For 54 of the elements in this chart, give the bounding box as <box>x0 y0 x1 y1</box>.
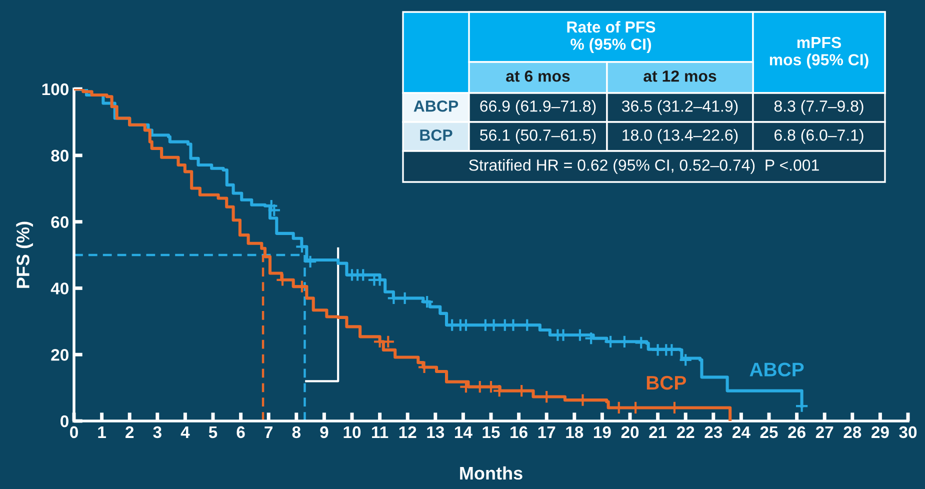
x-axis-title: Months <box>460 466 522 480</box>
x-tick-label: 25 <box>760 426 778 438</box>
x-tick-label: 17 <box>538 426 556 438</box>
annotation: 6.8 (6.0–7.1) <box>774 129 864 144</box>
x-tick-label: 18 <box>566 426 584 438</box>
x-tick-label: 14 <box>454 426 472 438</box>
text: Rate of PFS % (95% CI) <box>567 20 656 54</box>
x-tick-label: 19 <box>594 426 611 438</box>
x-tick-label: 6 <box>236 426 245 438</box>
text: at 12 mos <box>644 70 716 82</box>
x-tick-label: 30 <box>899 426 917 438</box>
x-tick-label: 27 <box>816 426 834 438</box>
text: at 6 mos <box>506 70 570 82</box>
annotation: 56.1 (50.7–61.5) <box>480 129 596 144</box>
y-tick-label: 20 <box>51 349 68 361</box>
y-tick-label: 60 <box>51 216 68 228</box>
y-tick-label: 100 <box>42 83 68 96</box>
x-tick-label: 7 <box>264 426 272 438</box>
x-tick-label: 4 <box>180 426 190 438</box>
x-tick-label: 5 <box>208 426 218 438</box>
x-tick-label: 28 <box>844 426 862 438</box>
x-tick-label: 29 <box>872 426 889 438</box>
x-tick-label: 15 <box>482 426 500 438</box>
x-tick-label: 0 <box>70 426 78 438</box>
annotation: 8.3 (7.7–9.8) <box>774 100 864 115</box>
annotation: 36.5 (31.2–41.9) <box>622 100 738 115</box>
x-tick-label: 2 <box>126 426 134 438</box>
x-tick-label: 10 <box>344 426 361 438</box>
x-tick-label: 24 <box>732 426 750 438</box>
annotation: Stratified HR = 0.62 (95% CI, 0.52–0.74) P <.001 <box>469 159 819 174</box>
x-tick-label: 11 <box>372 426 388 438</box>
x-tick-label: 26 <box>788 426 806 438</box>
x-tick-label: 8 <box>292 426 301 438</box>
x-tick-label: 13 <box>427 426 444 438</box>
y-tick-label: 40 <box>50 282 68 294</box>
x-tick-label: 22 <box>676 426 694 438</box>
x-tick-label: 21 <box>649 426 667 438</box>
y-tick-label: 0 <box>60 415 68 428</box>
annotation: ABCP <box>414 100 458 112</box>
series-label: BCP <box>646 376 686 390</box>
x-tick-label: 3 <box>153 426 162 438</box>
x-tick-label: 9 <box>320 426 328 438</box>
annotation: BCP <box>420 129 452 141</box>
annotation: 66.9 (61.9–71.8) <box>480 100 596 115</box>
x-tick-label: 20 <box>621 426 639 438</box>
x-tick-label: 1 <box>98 426 106 438</box>
y-tick-label: 80 <box>51 150 68 162</box>
y-axis-title: PFS (%) <box>16 222 33 288</box>
series-label: ABCP <box>750 362 804 376</box>
x-tick-label: 12 <box>399 426 416 438</box>
x-tick-label: 23 <box>704 426 722 438</box>
annotation: 18.0 (13.4–22.6) <box>622 129 738 144</box>
x-tick-label: 16 <box>510 426 528 438</box>
text: mPFS mos (95% CI) <box>770 36 868 69</box>
